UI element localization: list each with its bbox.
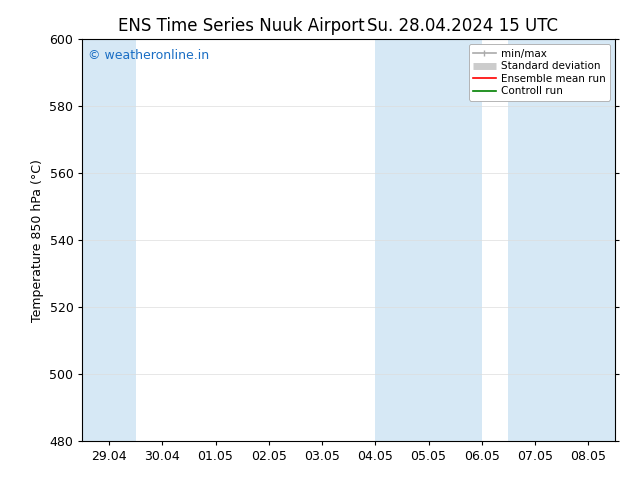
Bar: [82, 39, 136, 441]
Legend: min/max, Standard deviation, Ensemble mean run, Controll run: min/max, Standard deviation, Ensemble me…: [469, 45, 610, 100]
Y-axis label: Temperature 850 hPa (°C): Temperature 850 hPa (°C): [31, 159, 44, 321]
Bar: [508, 39, 615, 441]
Text: Su. 28.04.2024 15 UTC: Su. 28.04.2024 15 UTC: [367, 17, 559, 35]
Text: ENS Time Series Nuuk Airport: ENS Time Series Nuuk Airport: [118, 17, 364, 35]
Bar: [375, 39, 482, 441]
Text: © weatheronline.in: © weatheronline.in: [87, 49, 209, 62]
